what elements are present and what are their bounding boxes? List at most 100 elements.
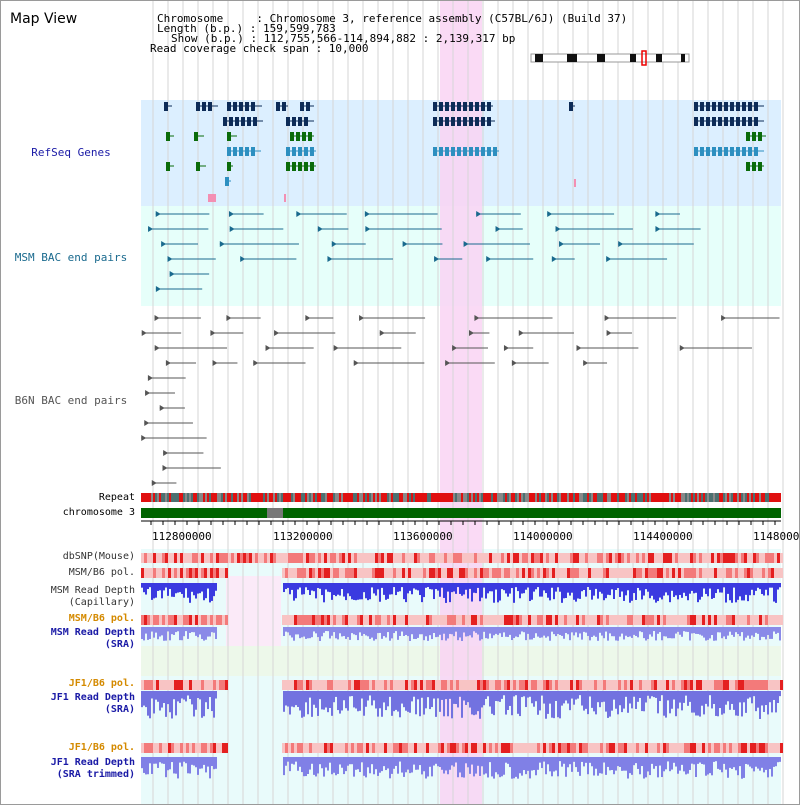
polymorphism-cell: [564, 743, 567, 753]
polymorphism-cell: [441, 743, 444, 753]
repeat-segment: [147, 493, 149, 502]
polymorphism-cell: [771, 615, 774, 625]
polymorphism-cell: [147, 553, 150, 563]
read-depth-bar: [693, 627, 695, 634]
polymorphism-cell: [399, 615, 402, 625]
read-depth-bar: [523, 627, 525, 633]
track-label-dbsnp[interactable]: dbSNP(Mouse): [62, 551, 135, 562]
repeat-segment: [305, 493, 307, 502]
read-depth-bar: [665, 691, 667, 718]
polymorphism-cell: [552, 553, 555, 563]
repeat-segment: [775, 493, 777, 502]
polymorphism-cell: [675, 615, 678, 625]
polymorphism-cell: [591, 743, 594, 753]
track-label-msm-depth-sra[interactable]: MSM Read Depth: [50, 627, 135, 638]
read-depth-bar: [769, 757, 771, 770]
repeat-segment: [175, 493, 177, 502]
read-depth-bar: [181, 627, 183, 641]
read-depth-bar: [555, 627, 557, 637]
polymorphism-cell: [444, 615, 447, 625]
polymorphism-cell: [306, 568, 309, 578]
polymorphism-cell: [633, 680, 636, 690]
gene-exon: [694, 147, 698, 156]
read-depth-bar: [457, 757, 459, 778]
read-depth-bar: [145, 691, 147, 708]
track-label-refseq[interactable]: RefSeq Genes: [31, 146, 111, 159]
track-label-msm-bac[interactable]: MSM BAC end pairs: [14, 251, 128, 264]
read-depth-bar: [147, 757, 149, 775]
track-label-jf1-b6-pol[interactable]: JF1/B6 pol.: [68, 678, 135, 689]
polymorphism-cell: [294, 743, 297, 753]
b6n-bac-pair-end: [474, 315, 480, 321]
read-depth-bar: [437, 583, 439, 591]
polymorphism-cell: [354, 553, 357, 563]
polymorphism-cell: [687, 553, 690, 563]
polymorphism-cell: [180, 680, 183, 690]
polymorphism-cell: [702, 553, 705, 563]
read-depth-bar: [633, 583, 635, 594]
read-depth-bar: [603, 691, 605, 702]
polymorphism-cell: [729, 568, 732, 578]
read-depth-bar: [631, 583, 633, 601]
read-depth-bar: [535, 583, 537, 590]
read-depth-bar: [459, 757, 461, 773]
repeat-segment: [665, 493, 667, 502]
polymorphism-cell: [198, 743, 201, 753]
repeat-segment: [569, 493, 571, 502]
polymorphism-cell: [309, 680, 312, 690]
polymorphism-cell: [498, 743, 501, 753]
read-depth-bar: [621, 583, 623, 592]
repeat-segment: [313, 493, 315, 502]
read-depth-bar: [167, 627, 169, 632]
track-label-jf1-depth-sra[interactable]: JF1 Read Depth: [50, 692, 135, 703]
read-depth-bar: [347, 757, 349, 766]
polymorphism-cell: [516, 615, 519, 625]
repeat-segment: [397, 493, 399, 502]
polymorphism-cell: [705, 553, 708, 563]
read-depth-bar: [149, 583, 151, 588]
repeat-segment: [747, 493, 749, 502]
read-depth-bar: [653, 691, 655, 698]
track-label-msm-b6-pol-2[interactable]: MSM/B6 pol.: [68, 613, 135, 624]
read-depth-bar: [551, 691, 553, 718]
polymorphism-cell: [177, 743, 180, 753]
read-depth-bar: [565, 583, 567, 599]
polymorphism-cell: [297, 615, 300, 625]
track-label-msm-b6-pol[interactable]: MSM/B6 pol.: [68, 567, 135, 578]
polymorphism-cell: [774, 553, 777, 563]
polymorphism-cell: [153, 743, 156, 753]
read-depth-bar: [635, 583, 637, 600]
read-depth-bar: [739, 757, 741, 767]
polymorphism-cell: [447, 680, 450, 690]
polymorphism-cell: [762, 568, 765, 578]
polymorphism-cell: [516, 680, 519, 690]
polymorphism-cell: [543, 615, 546, 625]
polymorphism-cell: [498, 680, 501, 690]
repeat-segment: [751, 493, 753, 502]
polymorphism-cell: [168, 680, 171, 690]
read-depth-bar: [439, 627, 441, 635]
repeat-segment: [225, 493, 227, 502]
b6n-bac-pair-end: [353, 360, 359, 366]
polymorphism-cell: [336, 743, 339, 753]
read-depth-bar: [763, 691, 765, 712]
read-depth-bar: [489, 757, 491, 763]
track-label-msm-depth-capillary[interactable]: MSM Read Depth: [50, 585, 135, 596]
polymorphism-cell: [558, 553, 561, 563]
track-label-jf1-depth-trimmed[interactable]: JF1 Read Depth: [50, 757, 135, 768]
read-depth-bar: [335, 583, 337, 597]
polymorphism-cell: [717, 568, 720, 578]
polymorphism-cell: [603, 743, 606, 753]
track-label-b6n-bac[interactable]: B6N BAC end pairs: [14, 394, 128, 407]
track-label-jf1-b6-pol-2[interactable]: JF1/B6 pol.: [68, 742, 135, 753]
read-depth-bar: [141, 757, 143, 769]
gene-exon: [251, 147, 255, 156]
read-depth-bar: [753, 627, 755, 637]
msm-bac-pair-end: [155, 286, 161, 292]
gene-exon: [742, 147, 746, 156]
read-depth-bar: [619, 691, 621, 706]
read-depth-bar: [419, 627, 421, 635]
repeat-segment: [577, 493, 579, 502]
read-depth-bar: [457, 691, 459, 708]
